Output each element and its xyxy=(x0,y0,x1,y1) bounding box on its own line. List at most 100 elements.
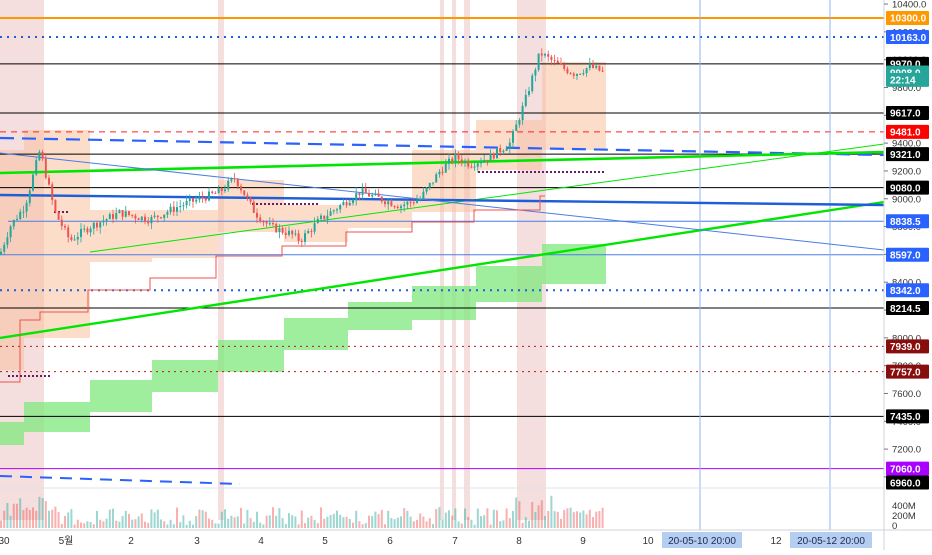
candle-body xyxy=(9,226,12,238)
volume-bar xyxy=(419,513,422,528)
volume-bar xyxy=(448,510,450,528)
candle-body xyxy=(441,171,444,173)
candle-body xyxy=(470,166,473,168)
volume-bar xyxy=(99,519,102,528)
candle-body xyxy=(512,131,514,143)
volume-bar xyxy=(348,518,351,528)
volume-tick-label: 200M xyxy=(892,511,916,522)
price-label-bg xyxy=(886,339,929,354)
candle-body xyxy=(240,186,242,191)
volume-bar xyxy=(185,524,188,528)
price-label: 22:14 xyxy=(890,76,916,87)
price-label: 7757.0 xyxy=(890,367,921,378)
candle-body xyxy=(400,206,402,209)
candle-body xyxy=(172,206,175,212)
candle-body xyxy=(313,223,316,232)
volume-bar xyxy=(38,496,41,528)
candle-body xyxy=(332,210,335,212)
candle-body xyxy=(390,201,393,207)
candle-body xyxy=(163,214,166,218)
volume-bar xyxy=(460,523,463,528)
blue-dashed-line-lower xyxy=(0,475,241,485)
candle-body xyxy=(521,105,524,121)
candle-body xyxy=(268,223,271,225)
candle-body xyxy=(185,201,188,206)
volume-bar xyxy=(44,501,47,528)
candle-body xyxy=(198,196,201,200)
volume-bar xyxy=(35,510,38,528)
green-cloud-step-6 xyxy=(348,302,412,330)
candle-body xyxy=(160,217,162,219)
session-band-1 xyxy=(218,0,224,520)
volume-bar xyxy=(320,507,322,528)
x-tick-label: 2 xyxy=(128,536,134,547)
volume-bar xyxy=(400,516,402,528)
price-label: 8342.0 xyxy=(890,286,921,297)
candle-body xyxy=(16,219,18,221)
date-box-bg xyxy=(662,532,742,548)
candle-body xyxy=(112,214,114,219)
candle-body xyxy=(19,211,22,220)
volume-bar xyxy=(544,515,546,528)
volume-bar xyxy=(528,520,530,528)
volume-bar xyxy=(380,509,383,528)
price-label-bg xyxy=(886,364,929,379)
candle-body xyxy=(86,228,89,233)
volume-bar xyxy=(195,516,198,528)
candle-body xyxy=(304,233,306,242)
x-tick-label: 9 xyxy=(580,536,586,547)
volume-bar xyxy=(64,515,66,528)
volume-bar xyxy=(454,508,457,528)
volume-bar xyxy=(278,508,281,528)
volume-bar xyxy=(444,512,447,528)
volume-bar xyxy=(473,524,476,528)
volume-bar xyxy=(198,509,201,528)
volume-bar xyxy=(499,521,502,528)
volume-bar xyxy=(233,517,236,528)
volume-bar xyxy=(409,516,412,528)
candle-body xyxy=(336,209,338,211)
candle-body xyxy=(326,215,329,219)
candle-body xyxy=(70,237,73,240)
candle-body xyxy=(246,195,249,198)
candle-body xyxy=(140,216,143,221)
price-label-bg xyxy=(886,214,929,229)
volume-bar xyxy=(268,515,271,528)
volume-bar xyxy=(92,524,95,528)
volume-tick-label: 400M xyxy=(892,501,916,512)
volume-bar xyxy=(166,524,169,528)
candle-body xyxy=(595,65,598,68)
green-cloud-step-8 xyxy=(476,266,542,302)
x-tick-label: 30 xyxy=(0,536,10,547)
candle-body xyxy=(108,214,111,220)
volume-bar xyxy=(307,517,310,528)
candle-body xyxy=(28,190,31,203)
candle-body xyxy=(300,240,303,242)
trend-line-green-thin xyxy=(89,143,885,253)
volume-bar xyxy=(521,522,524,528)
orange-cloud-step-5 xyxy=(284,205,348,242)
candle-body xyxy=(348,203,351,206)
price-label-bg xyxy=(886,461,929,476)
y-tick-label: 7600.0 xyxy=(892,389,921,400)
candle-body xyxy=(320,215,322,219)
candle-body xyxy=(275,223,278,233)
volume-bar xyxy=(201,510,204,528)
price-label-bg xyxy=(886,301,929,315)
candle-body xyxy=(406,201,409,205)
volume-bar xyxy=(134,519,137,528)
candle-body xyxy=(121,210,124,217)
volume-bar xyxy=(83,523,86,528)
candle-body xyxy=(25,202,28,212)
candle-body xyxy=(22,211,25,213)
volume-bar xyxy=(601,507,604,528)
volume-bar xyxy=(428,518,431,528)
volume-bar xyxy=(553,511,556,528)
candle-body xyxy=(345,201,348,206)
volume-bar xyxy=(505,508,508,528)
volume-bar xyxy=(489,524,492,528)
volume-bar xyxy=(227,518,230,528)
volume-bar xyxy=(403,508,406,528)
